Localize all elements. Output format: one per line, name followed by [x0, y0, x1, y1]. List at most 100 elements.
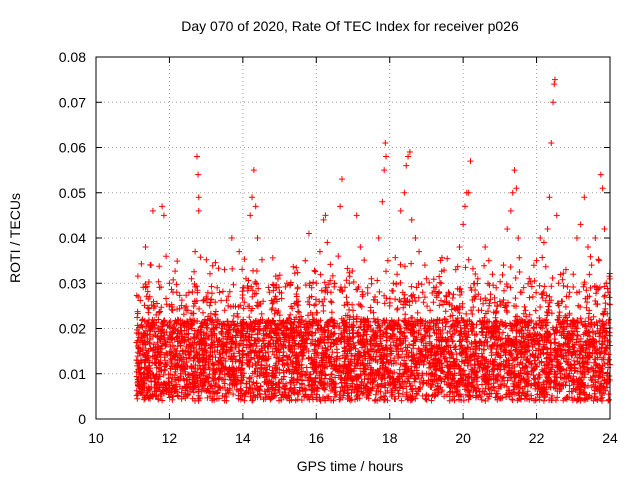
data-point [482, 244, 489, 251]
data-point [507, 207, 514, 214]
data-point [254, 235, 261, 241]
data-point [559, 298, 566, 305]
x-tick-label: 24 [602, 430, 618, 446]
x-tick-label: 10 [88, 430, 104, 446]
data-point [331, 280, 338, 287]
data-point [478, 307, 485, 314]
data-point [412, 235, 419, 241]
data-point [601, 225, 608, 232]
data-point [322, 212, 329, 219]
data-point [181, 339, 188, 346]
x-tick-label: 16 [308, 430, 324, 446]
data-point [338, 176, 345, 183]
data-point [346, 280, 353, 287]
data-point [221, 266, 228, 273]
data-point [232, 334, 239, 341]
data-point [522, 307, 529, 314]
data-point [397, 207, 404, 214]
data-point [379, 198, 386, 205]
data-point [588, 262, 595, 269]
data-point [368, 275, 375, 282]
data-point [390, 280, 397, 287]
data-point [584, 244, 591, 251]
data-point [403, 162, 410, 169]
background-scatter-cloud [133, 253, 613, 404]
data-point [471, 293, 478, 300]
data-point [252, 203, 259, 210]
data-point [599, 185, 606, 192]
data-point [513, 185, 520, 192]
data-point [305, 230, 312, 237]
data-point [142, 244, 149, 251]
data-point [551, 76, 558, 83]
data-point [504, 225, 511, 232]
data-point [500, 262, 507, 269]
data-point [566, 289, 573, 296]
data-point [170, 325, 177, 332]
data-point [265, 343, 272, 350]
data-point [603, 280, 610, 287]
data-point [405, 153, 412, 160]
data-point [430, 284, 437, 291]
data-point [280, 330, 287, 337]
data-point [394, 271, 401, 278]
data-point [546, 194, 553, 201]
data-point [327, 289, 334, 296]
data-point [375, 235, 382, 241]
data-point [177, 370, 184, 377]
data-point [595, 257, 602, 264]
x-tick-label: 18 [382, 430, 398, 446]
data-point [249, 194, 256, 201]
data-point [423, 275, 430, 282]
data-point [247, 212, 254, 219]
data-point [493, 284, 500, 291]
data-point [261, 325, 268, 332]
data-point [449, 302, 456, 309]
y-tick-label: 0 [78, 411, 86, 427]
x-tick-label: 20 [455, 430, 471, 446]
data-point [320, 216, 327, 223]
data-point [562, 266, 569, 273]
data-point [195, 207, 202, 214]
data-point [272, 307, 279, 314]
y-tick-label: 0.06 [59, 140, 86, 156]
data-point [441, 298, 448, 305]
data-point [408, 216, 415, 223]
scatter-cloud-markers [133, 253, 613, 404]
data-point [210, 325, 217, 332]
data-point [160, 212, 167, 219]
y-tick-label: 0.05 [59, 185, 86, 201]
data-point [467, 158, 474, 165]
x-tick-label: 22 [529, 430, 545, 446]
data-point [291, 316, 298, 323]
data-point [406, 149, 413, 156]
data-point [236, 248, 243, 255]
data-point [276, 289, 283, 296]
chart-title: Day 070 of 2020, Rate Of TEC Index for r… [181, 18, 519, 34]
data-point [445, 289, 452, 296]
data-point [438, 280, 445, 287]
data-point [166, 280, 173, 287]
data-point [316, 248, 323, 255]
data-point [372, 293, 379, 300]
data-point [199, 357, 206, 364]
y-tick-label: 0.08 [59, 49, 86, 65]
data-point [313, 280, 320, 287]
data-point [526, 275, 533, 282]
data-point [544, 225, 551, 232]
data-point [206, 366, 213, 373]
data-point [515, 235, 522, 241]
data-point [269, 370, 276, 377]
data-point [137, 366, 144, 373]
data-point [511, 167, 518, 174]
y-tick-label: 0.03 [59, 275, 86, 291]
data-point [364, 284, 371, 291]
data-point [217, 343, 224, 350]
data-point [302, 257, 309, 264]
data-points [133, 76, 612, 382]
data-point [452, 266, 459, 273]
data-point [151, 352, 158, 359]
data-point [298, 334, 305, 341]
data-point [184, 307, 191, 314]
